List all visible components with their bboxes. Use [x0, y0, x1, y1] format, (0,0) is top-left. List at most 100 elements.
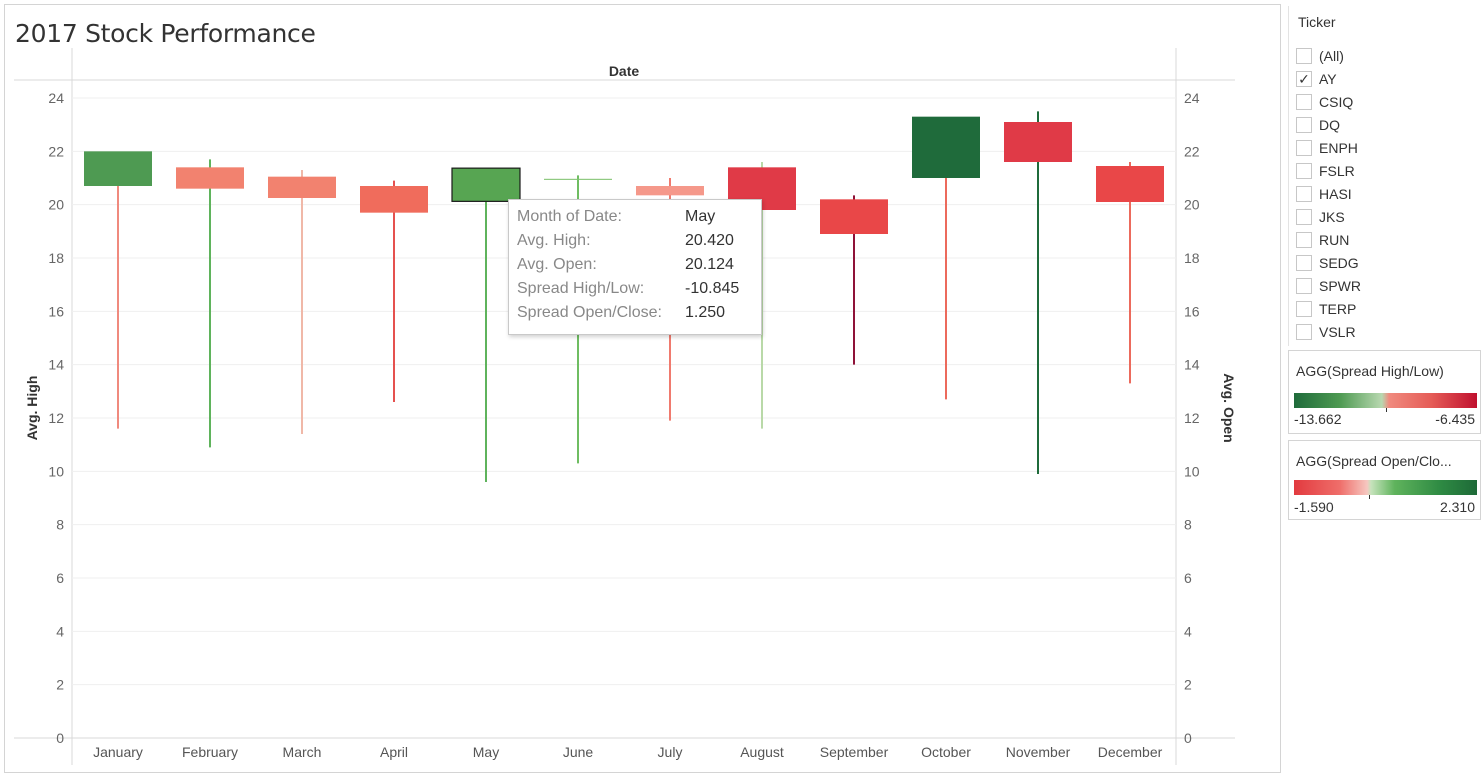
ticker-label: HASI	[1319, 185, 1352, 202]
x-tick-label: May	[473, 744, 499, 760]
y-tick-label-right: 20	[1184, 197, 1200, 213]
tooltip-label: Month of Date:	[517, 208, 622, 225]
candle-november	[1004, 111, 1072, 474]
candle-october	[912, 116, 980, 400]
legend-spread-open-close: AGG(Spread Open/Clo... -1.590 2.310	[1288, 440, 1481, 520]
y-tick-label-right: 0	[1184, 730, 1192, 746]
y-tick-label-right: 24	[1184, 90, 1200, 106]
legend-min-value: -1.590	[1294, 499, 1334, 515]
candle-april	[360, 180, 428, 402]
ticker-label: RUN	[1319, 231, 1350, 248]
y-tick-label-left: 8	[56, 517, 64, 533]
y-tick-label-right: 22	[1184, 143, 1200, 159]
candle-september	[820, 195, 888, 365]
y-tick-label-left: 22	[48, 143, 64, 159]
ticker-checkbox[interactable]	[1296, 277, 1312, 294]
y-tick-label-right: 18	[1184, 250, 1200, 266]
ticker-filter-panel: Ticker (All) ✓ AY CSIQ DQ ENPH FSLR HASI JKS RUN S…	[1288, 6, 1481, 346]
y-tick-label-left: 6	[56, 570, 64, 586]
ticker-checkbox[interactable]	[1296, 300, 1312, 317]
tooltip-value: 20.124	[685, 256, 734, 273]
ticker-checkbox[interactable]	[1296, 139, 1312, 156]
ticker-checkbox[interactable]: ✓	[1296, 70, 1312, 87]
y-axis-title-right: Avg. Open	[1221, 373, 1237, 443]
y-tick-label-right: 16	[1184, 303, 1200, 319]
ticker-option[interactable]: SEDG	[1296, 251, 1361, 274]
tooltip-label: Spread Open/Close:	[517, 304, 662, 321]
ticker-checkbox[interactable]	[1296, 323, 1312, 340]
legend-title: AGG(Spread High/Low)	[1296, 363, 1444, 379]
ticker-checkbox[interactable]	[1296, 254, 1312, 271]
ticker-checkbox[interactable]	[1296, 116, 1312, 133]
ticker-checkbox[interactable]	[1296, 47, 1312, 64]
ticker-label: AY	[1319, 70, 1337, 87]
y-tick-label-left: 4	[56, 623, 64, 639]
ticker-option[interactable]: SPWR	[1296, 274, 1361, 297]
ticker-label: SPWR	[1319, 277, 1361, 294]
legend-marker	[1385, 408, 1387, 412]
legend-title: AGG(Spread Open/Clo...	[1296, 453, 1452, 469]
ticker-label: FSLR	[1319, 162, 1355, 179]
tooltip-value: 1.250	[685, 304, 726, 321]
ticker-filter-title: Ticker	[1298, 14, 1336, 30]
y-tick-label-right: 8	[1184, 517, 1192, 533]
x-tick-label: October	[921, 744, 971, 760]
ticker-option[interactable]: ✓ AY	[1296, 67, 1361, 90]
ticker-option[interactable]: ENPH	[1296, 136, 1361, 159]
candle-body	[268, 176, 336, 198]
x-tick-label: July	[658, 744, 683, 760]
ticker-option[interactable]: JKS	[1296, 205, 1361, 228]
tooltip-value: -10.845	[685, 280, 740, 297]
ticker-label: JKS	[1319, 208, 1345, 225]
x-tick-label: February	[182, 744, 238, 760]
ticker-checkbox[interactable]	[1296, 162, 1312, 179]
y-tick-label-left: 18	[48, 250, 64, 266]
y-tick-label-left: 2	[56, 677, 64, 693]
candle-body	[1004, 122, 1072, 162]
ticker-option[interactable]: HASI	[1296, 182, 1361, 205]
y-tick-label-left: 16	[48, 303, 64, 319]
x-tick-label: June	[563, 744, 594, 760]
ticker-label: CSIQ	[1319, 93, 1354, 110]
ticker-label: ENPH	[1319, 139, 1358, 156]
candle-body	[544, 178, 612, 180]
ticker-option[interactable]: VSLR	[1296, 320, 1361, 343]
ticker-label: SEDG	[1319, 254, 1359, 271]
ticker-label: (All)	[1319, 47, 1344, 64]
ticker-label: TERP	[1319, 300, 1357, 317]
y-tick-label-right: 12	[1184, 410, 1200, 426]
ticker-option[interactable]: TERP	[1296, 297, 1361, 320]
y-tick-label-right: 2	[1184, 677, 1192, 693]
candle-body	[176, 167, 244, 189]
candle-body	[820, 199, 888, 234]
candle-march	[268, 170, 336, 434]
color-gradient-bar	[1294, 393, 1477, 408]
ticker-option[interactable]: (All)	[1296, 44, 1361, 67]
x-tick-label: December	[1098, 744, 1163, 760]
ticker-checkbox[interactable]	[1296, 93, 1312, 110]
ticker-option[interactable]: FSLR	[1296, 159, 1361, 182]
legend-marker	[1369, 495, 1371, 499]
candle-january	[84, 151, 152, 429]
ticker-checkbox[interactable]	[1296, 185, 1312, 202]
column-header: Date	[609, 63, 640, 79]
y-tick-label-left: 12	[48, 410, 64, 426]
ticker-option[interactable]: CSIQ	[1296, 90, 1361, 113]
candle-february	[176, 159, 244, 448]
candle-body	[84, 151, 152, 186]
legend-spread-high-low: AGG(Spread High/Low) -13.662 -6.435	[1288, 350, 1481, 434]
ticker-option[interactable]: DQ	[1296, 113, 1361, 136]
candle-body	[360, 186, 428, 213]
y-tick-label-left: 20	[48, 197, 64, 213]
x-tick-label: March	[283, 744, 322, 760]
y-tick-label-right: 6	[1184, 570, 1192, 586]
ticker-checkbox[interactable]	[1296, 208, 1312, 225]
ticker-option[interactable]: RUN	[1296, 228, 1361, 251]
ticker-checkbox[interactable]	[1296, 231, 1312, 248]
y-axis-title-left: Avg. High	[24, 376, 40, 441]
candle-body	[912, 116, 980, 178]
y-tick-label-left: 14	[48, 357, 64, 373]
tooltip-row: Spread High/Low: -10.845	[517, 280, 739, 298]
candle-body	[451, 167, 521, 202]
tooltip-value: 20.420	[685, 232, 734, 249]
